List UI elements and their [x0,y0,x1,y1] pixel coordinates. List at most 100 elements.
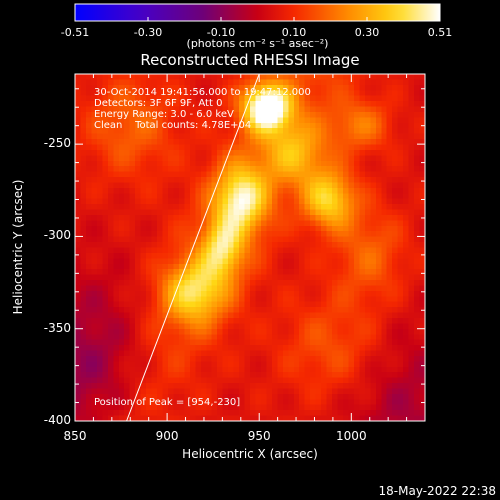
heatmap-cell [146,355,153,362]
heatmap-cell [195,377,202,384]
heatmap-cell [315,290,322,297]
heatmap-cell [304,79,311,86]
heatmap-cell [260,204,268,211]
heatmap-cell [157,247,164,254]
heatmap-cell [211,160,218,167]
heatmap-cell [222,236,229,243]
heatmap-cell [370,399,377,406]
heatmap-cell [80,323,87,330]
heatmap-cell [321,128,328,135]
heatmap-cell [222,187,229,194]
heatmap-cell [266,101,273,108]
heatmap-cell [271,323,278,330]
heatmap-cell [129,84,136,91]
heatmap-cell [162,312,169,319]
heatmap-cell [310,415,317,422]
heatmap-cell [233,410,240,417]
heatmap-cell [342,204,350,211]
heatmap-cell [146,133,153,140]
heatmap-cell [348,149,355,156]
heatmap-cell [244,225,251,232]
heatmap-cell [113,345,120,352]
heatmap-cell [228,209,235,216]
heatmap-cell [381,95,388,102]
heatmap-cell [244,177,251,184]
heatmap-cell [353,410,360,417]
heatmap-cell [310,171,317,178]
heatmap-cell [392,117,399,124]
heatmap-cell [342,79,350,86]
heatmap-cell [288,383,295,390]
heatmap-cell [239,345,246,352]
heatmap-cell [222,366,229,373]
heatmap-cell [348,122,355,129]
heatmap-cell [217,214,224,221]
heatmap-cell [288,274,295,281]
heatmap-cell [386,225,393,232]
heatmap-cell [85,79,93,86]
heatmap-cell [200,231,207,238]
heatmap-cell [184,111,191,118]
heatmap-cell [244,350,251,357]
heatmap-cell [293,177,300,184]
heatmap-cell [233,285,240,292]
heatmap-cell [364,84,371,91]
heatmap-cell [162,410,169,417]
heatmap-cell [173,74,180,81]
heatmap-cell [392,177,399,184]
heatmap-cell [96,307,103,314]
heatmap-cell [135,133,142,140]
heatmap-cell [118,171,125,178]
heatmap-cell [184,231,191,238]
heatmap-cell [386,263,393,270]
heatmap-cell [157,361,164,368]
heatmap-cell [321,323,328,330]
heatmap-cell [80,166,87,173]
heatmap-cell [293,263,300,270]
heatmap-cell [233,290,240,297]
heatmap-cell [342,144,350,151]
chart-title: Reconstructed RHESSI Image [140,51,360,69]
heatmap-cell [288,84,295,91]
heatmap-cell [167,111,175,118]
heatmap-cell [277,214,284,221]
heatmap-cell [277,312,284,319]
heatmap-cell [364,111,371,118]
heatmap-cell [282,95,289,102]
heatmap-cell [277,252,284,259]
heatmap-cell [282,350,289,357]
heatmap-cell [124,258,131,265]
heatmap-cell [118,383,125,390]
heatmap-cell [266,193,273,200]
heatmap-cell [222,355,229,362]
heatmap-cell [370,361,377,368]
heatmap-cell [282,247,289,254]
heatmap-cell [255,377,262,384]
heatmap-cell [364,323,371,330]
heatmap-cell [386,198,393,205]
heatmap-cell [239,236,246,243]
heatmap-cell [370,312,377,319]
heatmap-cell [107,366,114,373]
heatmap-cell [239,415,246,422]
heatmap-cell [157,339,164,346]
heatmap-cell [200,144,207,151]
heatmap-cell [239,149,246,156]
heatmap-cell [271,225,278,232]
heatmap-cell [337,274,344,281]
heatmap-cell [178,106,185,113]
heatmap-cell [75,155,82,162]
heatmap-cell [337,128,344,135]
heatmap-cell [135,285,142,292]
heatmap-cell [75,410,82,417]
heatmap-cell [80,345,87,352]
heatmap-cell [206,204,213,211]
heatmap-cell [96,404,103,411]
heatmap-cell [211,383,218,390]
heatmap-cell [310,317,317,324]
heatmap-cell [299,95,306,102]
heatmap-cell [157,160,164,167]
heatmap-cell [299,149,306,156]
heatmap-cell [124,84,131,91]
heatmap-cell [118,361,125,368]
